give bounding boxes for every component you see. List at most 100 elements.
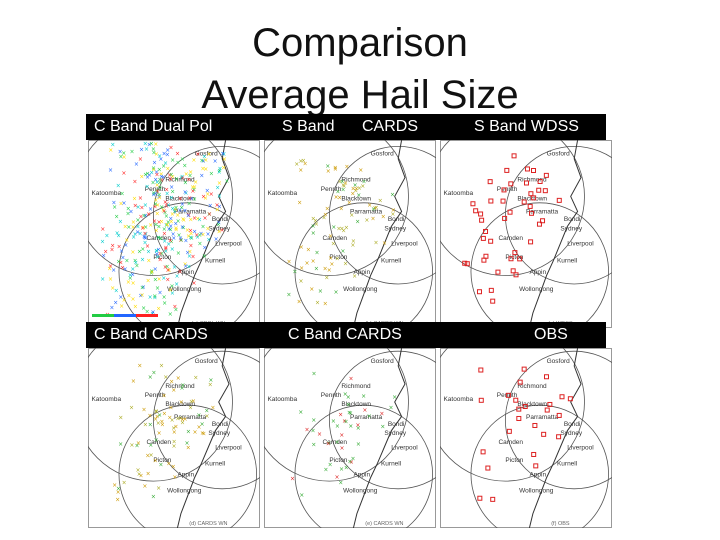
hail-marker: × — [372, 205, 377, 212]
place-label: Picton — [505, 254, 523, 261]
hail-marker: × — [346, 394, 351, 401]
hail-marker: × — [168, 311, 173, 318]
hail-marker: × — [390, 192, 395, 199]
place-label: Gosford — [195, 150, 219, 157]
hail-marker: × — [126, 279, 131, 286]
hail-marker: × — [135, 217, 140, 224]
hail-marker: × — [159, 174, 164, 181]
hail-marker: × — [197, 216, 202, 223]
hail-marker: × — [112, 204, 117, 211]
hail-marker: × — [149, 170, 154, 177]
hail-marker — [508, 181, 514, 187]
hail-marker: × — [336, 225, 341, 232]
hail-marker: × — [137, 249, 142, 256]
hail-marker: × — [138, 156, 143, 163]
hail-marker: × — [167, 267, 172, 274]
hail-marker: × — [176, 375, 181, 382]
hail-marker: × — [207, 211, 212, 218]
hail-marker: × — [162, 294, 167, 301]
hail-marker: × — [208, 377, 213, 384]
map-panel-top-right: Gosford Richmond Penrith Katoomba Blacktown P… — [440, 140, 612, 328]
hail-marker: × — [166, 461, 171, 468]
hail-marker: × — [195, 151, 200, 158]
hail-marker: × — [159, 218, 164, 225]
hail-marker: × — [157, 185, 162, 192]
hail-marker: × — [172, 429, 177, 436]
hail-marker: × — [341, 186, 346, 193]
map-top-right: Gosford Richmond Penrith Katoomba Blacktown P… — [440, 140, 612, 328]
hail-marker: × — [116, 489, 121, 496]
hail-marker: × — [178, 235, 183, 242]
hail-marker: × — [157, 412, 162, 419]
hail-marker: × — [346, 402, 351, 409]
hail-marker: × — [168, 226, 173, 233]
hail-marker: × — [174, 176, 179, 183]
place-label: Blacktown — [165, 196, 195, 203]
hail-marker: × — [157, 276, 162, 283]
hail-marker: × — [151, 192, 156, 199]
hail-marker: × — [146, 248, 151, 255]
place-label: Liverpool — [391, 444, 418, 451]
hail-marker — [547, 401, 553, 407]
hail-marker: × — [202, 244, 207, 251]
hail-marker: × — [217, 193, 222, 200]
place-label: Wollongong — [519, 488, 554, 495]
range-ring-2 — [152, 350, 260, 490]
hail-marker: × — [174, 226, 179, 233]
label-cards: CARDS — [362, 118, 419, 135]
hail-marker: × — [299, 492, 304, 499]
place-label: Bondi — [388, 421, 405, 428]
hail-marker — [542, 188, 548, 194]
hail-marker: × — [140, 285, 145, 292]
hail-marker: × — [131, 224, 136, 231]
hail-marker: × — [294, 161, 299, 168]
hail-marker: × — [361, 179, 366, 186]
hail-marker: × — [145, 170, 150, 177]
hail-marker: × — [286, 291, 291, 298]
hail-marker: × — [344, 419, 349, 426]
hail-marker: × — [117, 244, 122, 251]
hail-marker: × — [189, 235, 194, 242]
hail-marker: × — [309, 286, 314, 293]
hail-marker: × — [118, 441, 123, 448]
hail-marker: × — [163, 160, 168, 167]
hail-marker: × — [170, 188, 175, 195]
hail-marker: × — [169, 283, 174, 290]
hail-marker: × — [156, 235, 161, 242]
hail-marker: × — [297, 200, 302, 207]
hail-marker: × — [178, 237, 183, 244]
hail-marker: × — [390, 211, 395, 218]
hail-marker: × — [356, 425, 361, 432]
hail-marker: × — [217, 180, 222, 187]
hail-marker: × — [100, 226, 105, 233]
hail-marker: × — [340, 248, 345, 255]
hail-marker: × — [347, 200, 352, 207]
hail-marker: × — [298, 167, 303, 174]
place-label: Sydney — [384, 226, 406, 233]
hail-marker — [531, 195, 537, 201]
map-bottom-right: Gosford Richmond Penrith Katoomba Blacktown P… — [440, 348, 612, 528]
hail-marker: × — [193, 179, 198, 186]
hail-marker: × — [172, 208, 177, 215]
hail-marker: × — [187, 249, 192, 256]
hail-marker: × — [129, 404, 134, 411]
place-label: Richmond — [341, 177, 371, 184]
place-label: Kurnell — [205, 258, 226, 265]
hail-marker: × — [353, 187, 358, 194]
hail-marker — [501, 187, 507, 193]
hail-marker: × — [203, 195, 208, 202]
place-label: Gosford — [547, 150, 571, 157]
hail-marker — [529, 210, 535, 216]
hail-marker: × — [158, 251, 163, 258]
place-label: Kurnell — [205, 461, 226, 468]
place-label: Richmond — [517, 383, 547, 390]
place-label: Richmond — [341, 383, 371, 390]
hail-marker: × — [166, 241, 171, 248]
range-ring-1 — [88, 348, 233, 482]
coastline — [176, 140, 230, 328]
hail-marker: × — [188, 242, 193, 249]
hail-marker — [531, 167, 537, 173]
hail-marker: × — [116, 259, 121, 266]
hail-marker: × — [174, 204, 179, 211]
hail-marker: × — [163, 244, 168, 251]
